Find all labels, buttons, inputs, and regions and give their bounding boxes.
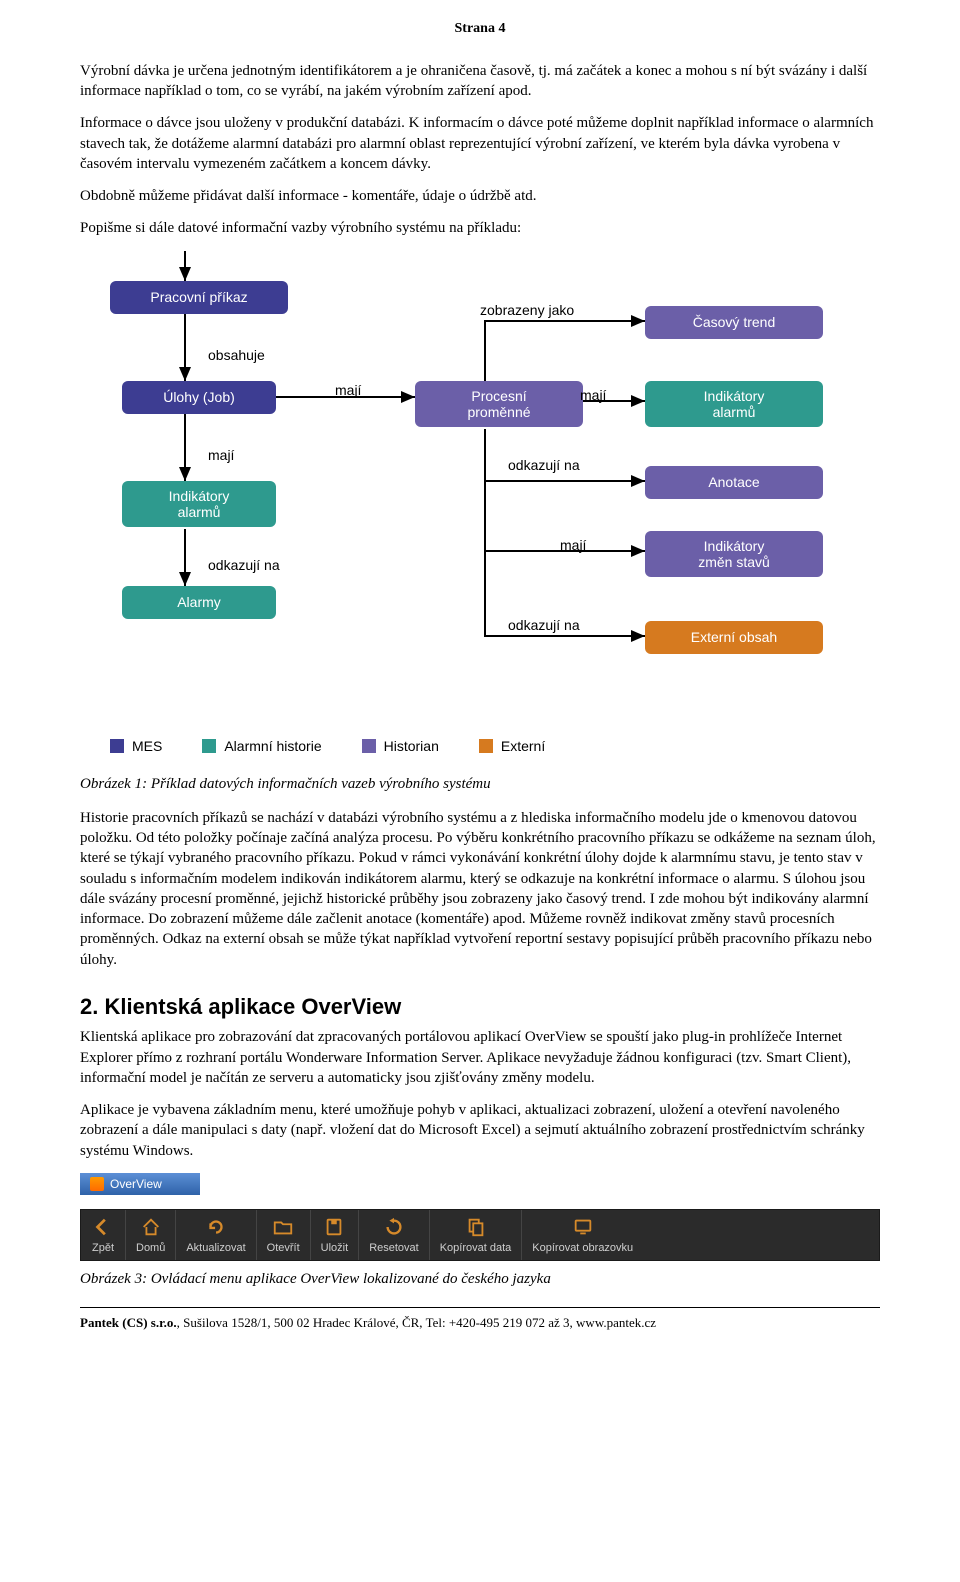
save-icon bbox=[322, 1216, 346, 1238]
copyscreen-icon bbox=[571, 1216, 595, 1238]
toolbar-button-label: Uložit bbox=[321, 1241, 349, 1256]
legend-label: Historian bbox=[384, 737, 439, 756]
figure-3-caption: Obrázek 3: Ovládací menu aplikace OverVi… bbox=[80, 1269, 880, 1289]
home-icon bbox=[139, 1216, 163, 1238]
toolbar-button-copydata[interactable]: Kopírovat data bbox=[429, 1210, 522, 1260]
footer-text: Pantek (CS) s.r.o., Sušilova 1528/1, 500… bbox=[80, 1314, 880, 1332]
diagram-node-n2: Úlohy (Job) bbox=[122, 381, 276, 414]
toolbar-button-label: Kopírovat data bbox=[440, 1241, 512, 1256]
figure-1-diagram: Pracovní příkaz Úlohy (Job) Indikátoryalar… bbox=[80, 251, 900, 731]
section-2-title: 2. Klientská aplikace OverView bbox=[80, 992, 880, 1022]
refresh-icon bbox=[204, 1216, 228, 1238]
paragraph-1: Výrobní dávka je určena jednotným identi… bbox=[80, 61, 880, 102]
diagram-node-n6: Časový trend bbox=[645, 306, 823, 339]
diagram-edge-label: odkazují na bbox=[508, 456, 580, 475]
toolbar-button-label: Resetovat bbox=[369, 1241, 419, 1256]
diagram-node-n4: Alarmy bbox=[122, 586, 276, 619]
diagram-node-n7: Indikátoryalarmů bbox=[645, 381, 823, 427]
diagram-node-n10: Externí obsah bbox=[645, 621, 823, 654]
overview-toolbar-screenshot: OverView Zpět Domů Aktualizovat Otevřít Ulož… bbox=[80, 1173, 880, 1261]
toolbar-button-label: Zpět bbox=[92, 1241, 114, 1256]
toolbar-button-label: Otevřít bbox=[267, 1241, 300, 1256]
toolbar-titlebar: OverView bbox=[80, 1173, 200, 1195]
paragraph-5: Historie pracovních příkazů se nachází v… bbox=[80, 808, 880, 970]
diagram-node-n1: Pracovní příkaz bbox=[110, 281, 288, 314]
legend-item: Externí bbox=[479, 737, 545, 756]
toolbar-button-label: Domů bbox=[136, 1241, 165, 1256]
open-icon bbox=[271, 1216, 295, 1238]
diagram-edge bbox=[485, 321, 645, 381]
diagram-node-n9: Indikátoryzměn stavů bbox=[645, 531, 823, 577]
paragraph-7: Aplikace je vybavena základním menu, kte… bbox=[80, 1100, 880, 1161]
diagram-edge-label: obsahuje bbox=[208, 346, 265, 365]
overview-app-icon bbox=[90, 1177, 104, 1191]
toolbar-button-refresh[interactable]: Aktualizovat bbox=[175, 1210, 255, 1260]
legend-swatch bbox=[479, 739, 493, 753]
paragraph-3: Obdobně můžeme přidávat další informace … bbox=[80, 186, 880, 206]
legend-item: MES bbox=[110, 737, 162, 756]
toolbar-button-reset[interactable]: Resetovat bbox=[358, 1210, 429, 1260]
toolbar-button-home[interactable]: Domů bbox=[125, 1210, 175, 1260]
diagram-node-n5: Procesníproměnné bbox=[415, 381, 583, 427]
page-header: Strana 4 bbox=[80, 20, 880, 39]
legend-label: Externí bbox=[501, 737, 545, 756]
back-icon bbox=[91, 1216, 115, 1238]
legend-item: Alarmní historie bbox=[202, 737, 321, 756]
toolbar-button-label: Aktualizovat bbox=[186, 1241, 245, 1256]
diagram-legend: MES Alarmní historie Historian Externí bbox=[110, 737, 880, 756]
footer-rule bbox=[80, 1307, 880, 1308]
paragraph-2: Informace o dávce jsou uloženy v produkč… bbox=[80, 113, 880, 174]
paragraph-4: Popišme si dále datové informační vazby … bbox=[80, 218, 880, 238]
copydata-icon bbox=[464, 1216, 488, 1238]
toolbar-button-save[interactable]: Uložit bbox=[310, 1210, 359, 1260]
diagram-edge-label: odkazují na bbox=[508, 616, 580, 635]
toolbar-button-copyscreen[interactable]: Kopírovat obrazovku bbox=[521, 1210, 643, 1260]
toolbar-button-back[interactable]: Zpět bbox=[81, 1210, 125, 1260]
footer-company: Pantek (CS) s.r.o. bbox=[80, 1315, 177, 1330]
legend-item: Historian bbox=[362, 737, 439, 756]
diagram-node-n3: Indikátoryalarmů bbox=[122, 481, 276, 527]
diagram-edge-label: mají bbox=[208, 446, 234, 465]
toolbar-title-text: OverView bbox=[110, 1176, 162, 1192]
diagram-node-n8: Anotace bbox=[645, 466, 823, 499]
diagram-edge-label: odkazují na bbox=[208, 556, 280, 575]
paragraph-6: Klientská aplikace pro zobrazování dat z… bbox=[80, 1027, 880, 1088]
diagram-edge-label: mají bbox=[560, 536, 586, 555]
toolbar-button-label: Kopírovat obrazovku bbox=[532, 1241, 633, 1256]
legend-swatch bbox=[362, 739, 376, 753]
reset-icon bbox=[382, 1216, 406, 1238]
diagram-edge-label: mají bbox=[335, 381, 361, 400]
legend-swatch bbox=[110, 739, 124, 753]
toolbar-button-open[interactable]: Otevřít bbox=[256, 1210, 310, 1260]
diagram-edge bbox=[485, 429, 645, 551]
figure-1-caption: Obrázek 1: Příklad datových informačních… bbox=[80, 774, 880, 794]
legend-swatch bbox=[202, 739, 216, 753]
diagram-edge-label: zobrazeny jako bbox=[480, 301, 574, 320]
diagram-edge-label: mají bbox=[580, 386, 606, 405]
legend-label: MES bbox=[132, 737, 162, 756]
legend-label: Alarmní historie bbox=[224, 737, 321, 756]
